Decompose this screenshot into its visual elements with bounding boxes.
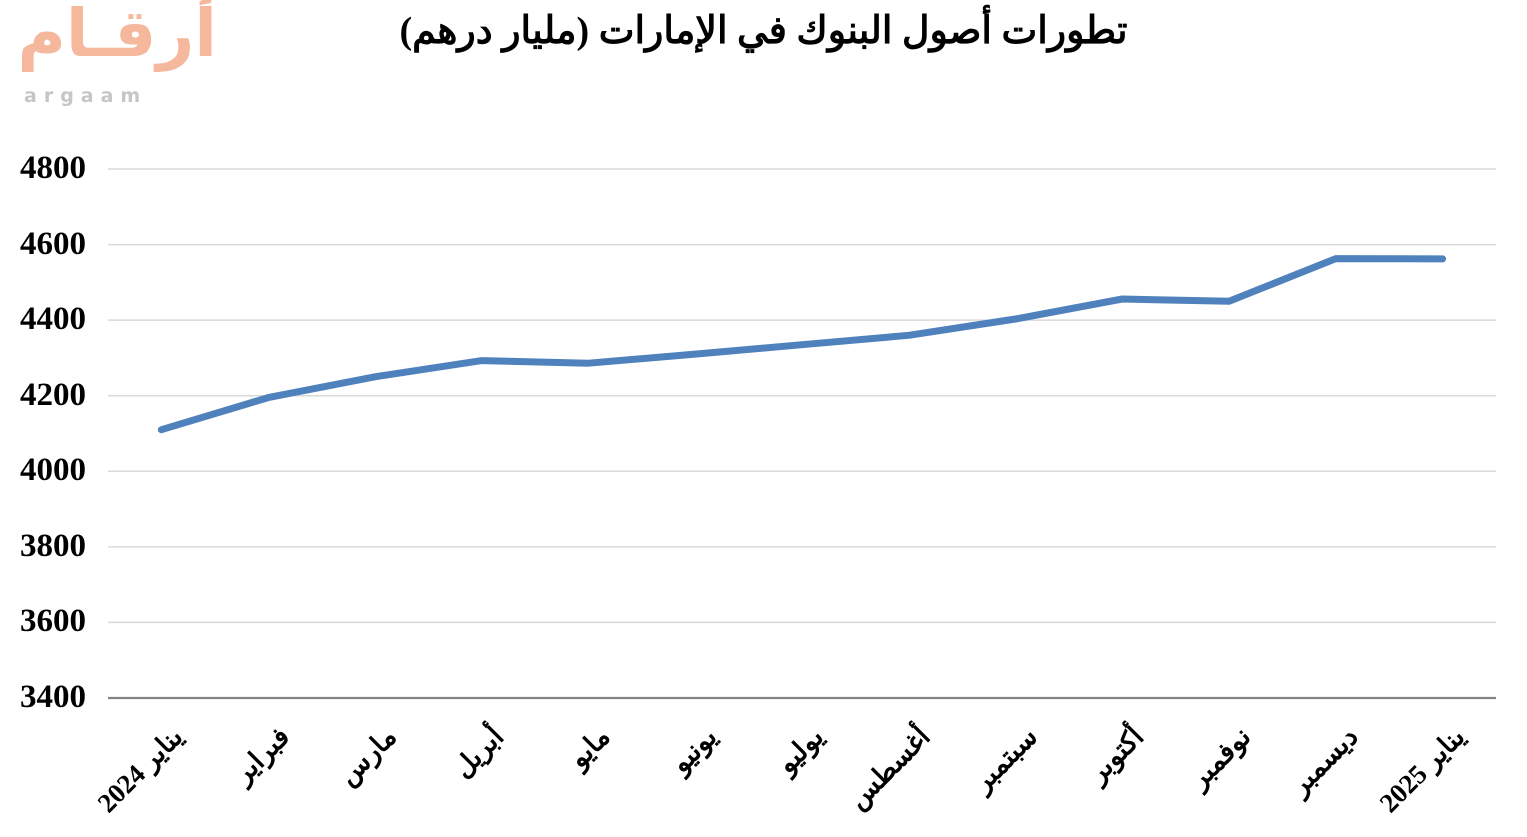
y-axis-tick-label: 3800	[20, 527, 86, 564]
y-axis-tick-label: 3400	[20, 678, 86, 715]
argaam-logo-arabic-wordmark: أرقـام	[17, 0, 217, 72]
gridlines	[108, 168, 1496, 700]
y-axis-tick-label: 4000	[20, 452, 86, 489]
argaam-logo: أرقـام argaam	[8, 0, 223, 112]
y-axis-tick-label: 3600	[20, 603, 86, 640]
y-axis-tick-label: 4800	[20, 149, 86, 186]
assets-series-line	[157, 255, 1447, 434]
y-axis-tick-label: 4600	[20, 225, 86, 262]
chart-title: تطورات أصول البنوك في الإمارات (مليار در…	[399, 10, 1128, 52]
y-axis-tick-label: 4200	[20, 376, 86, 413]
argaam-logo-latin-wordmark: argaam	[24, 85, 148, 107]
y-axis-tick-label: 4400	[20, 300, 86, 337]
